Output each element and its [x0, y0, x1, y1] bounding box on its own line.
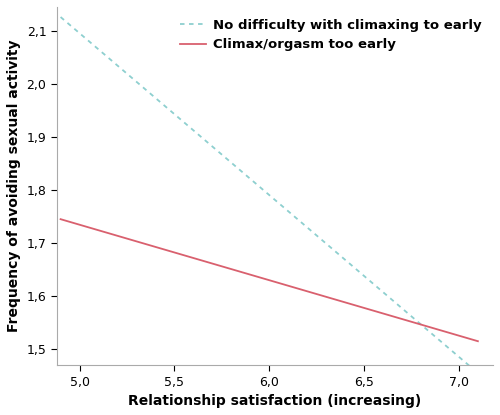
Legend: No difficulty with climaxing to early, Climax/orgasm too early: No difficulty with climaxing to early, C…	[174, 14, 486, 57]
X-axis label: Relationship satisfaction (increasing): Relationship satisfaction (increasing)	[128, 394, 422, 408]
Y-axis label: Frequency of avoiding sexual activity: Frequency of avoiding sexual activity	[7, 40, 21, 332]
